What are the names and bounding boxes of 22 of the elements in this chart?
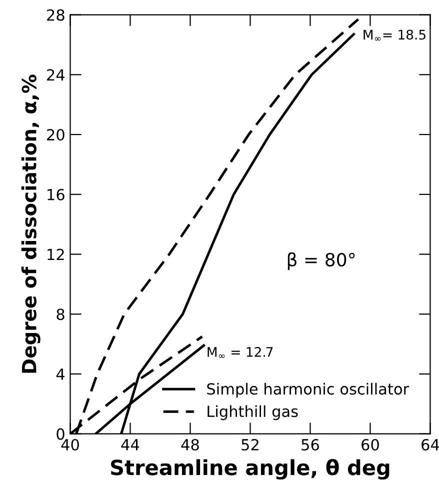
legend-label: Lighthill gas <box>208 405 298 420</box>
x-tick-label: 44 <box>121 439 140 450</box>
y-tick-label: 24 <box>47 69 65 80</box>
x-tick-label: 56 <box>302 438 319 451</box>
annotation: β = 80° <box>288 252 355 270</box>
y-tick-label: 12 <box>48 248 64 260</box>
y-tick-label: 20 <box>47 128 64 141</box>
x-tick-label: 48 <box>181 438 199 451</box>
x-tick-label: 52 <box>242 438 258 451</box>
x-axis-title: Streamline angle, θ deg <box>111 459 390 480</box>
annotation: M$_{∞}$ = 12.7 <box>208 346 273 358</box>
y-tick-label: 0 <box>56 428 64 440</box>
annotation: M$_{∞}$= 18.5 <box>364 30 426 41</box>
y-tick-label: 28 <box>47 9 64 21</box>
x-tick-label: 60 <box>362 438 379 451</box>
x-tick-label: 64 <box>422 438 439 451</box>
y-tick-label: 4 <box>56 368 65 380</box>
x-tick-label: 40 <box>61 438 79 451</box>
legend-label: Simple harmonic oscillator <box>207 382 410 398</box>
y-tick-label: 8 <box>56 308 64 320</box>
y-tick-label: 16 <box>48 188 64 200</box>
y-axis-title: Degree of dissociation, α,% <box>21 74 40 373</box>
